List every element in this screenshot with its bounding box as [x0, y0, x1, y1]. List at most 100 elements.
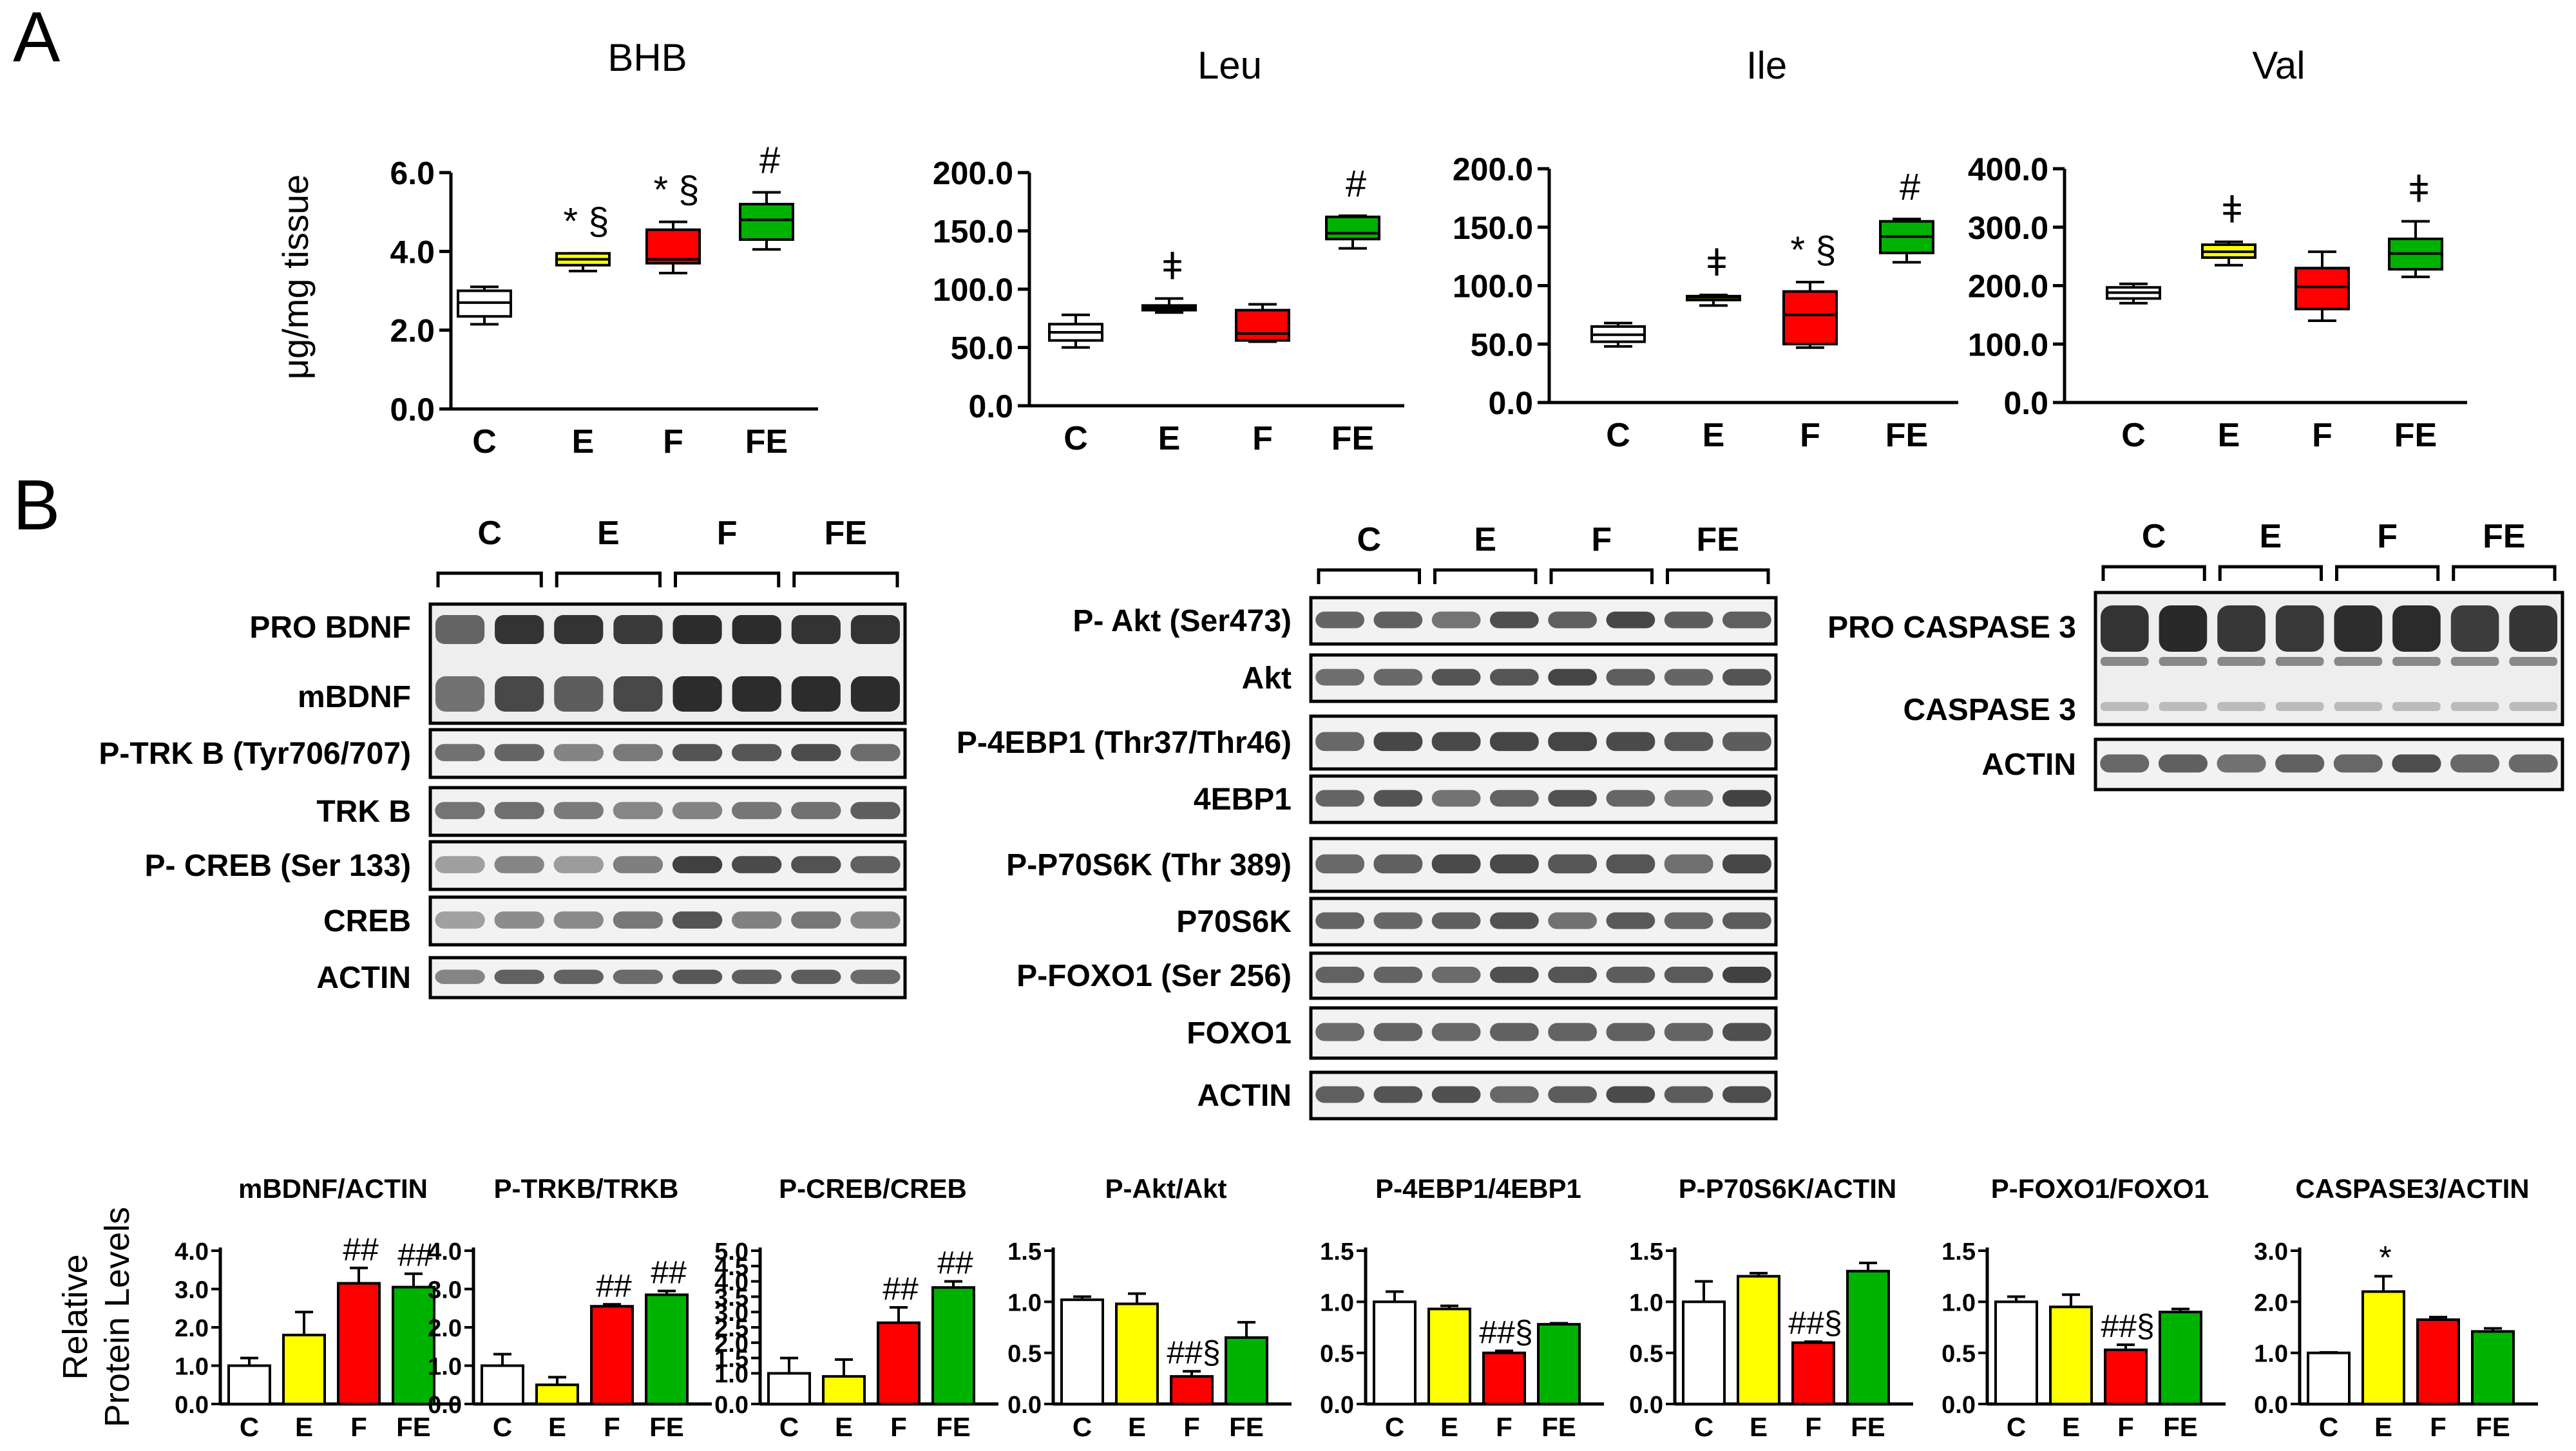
y-tick-label: 150.0	[933, 214, 1013, 250]
blot-band	[553, 802, 604, 819]
blot-band	[1489, 669, 1539, 686]
bar-ylabel-line2: Protein Levels	[98, 1207, 137, 1427]
y-tick-label: 3.0	[428, 1277, 462, 1304]
x-tick-label: FE	[396, 1412, 431, 1442]
blot-band	[791, 911, 841, 929]
x-tick-label: E	[1128, 1412, 1146, 1442]
blot-band	[850, 911, 901, 929]
bar-e	[1427, 1307, 1471, 1405]
blot-band	[2275, 754, 2325, 773]
chart-title: mBDNF/ACTIN	[238, 1173, 428, 1204]
x-tick-label: E	[548, 1412, 566, 1442]
blot-block-left: C E F FE PRO BDNF mBDNF P-TRK B (Tyr706/707) TR…	[99, 515, 907, 1000]
x-tick-label: F	[2117, 1412, 2134, 1442]
bar-e	[1115, 1302, 1159, 1406]
y-tick-label: 3.0	[2254, 1238, 2288, 1266]
group-label-c: C	[477, 515, 502, 552]
y-tick-label: 0.5	[1007, 1341, 1042, 1368]
bar-chart-1: mBDNF/ACTIN 0.0 1.0 2.0 3.0 4.0 C E F ## FE ##	[175, 1173, 459, 1442]
blot-band	[1606, 967, 1655, 983]
y-tick-label: 200.0	[1453, 151, 1533, 187]
blot-band	[1548, 854, 1598, 874]
blot-band	[554, 615, 604, 644]
blot-band	[2392, 657, 2441, 666]
blot-band	[1431, 732, 1481, 752]
bar-f	[1170, 1375, 1214, 1405]
blot-strip	[1309, 653, 1778, 703]
blot-band	[1548, 912, 1598, 929]
bar-c	[481, 1364, 524, 1405]
group-label-e: E	[597, 515, 620, 552]
blot-band	[1722, 854, 1771, 874]
blot-band	[1489, 967, 1539, 983]
x-tick-label: E	[572, 423, 595, 460]
bar-fe	[2471, 1330, 2515, 1406]
blot-band	[1722, 1023, 1771, 1041]
lane-bracket	[2335, 565, 2440, 581]
blot-band	[1606, 912, 1655, 929]
y-tick-label: 2.0	[2254, 1289, 2288, 1316]
blot-label: P-TRK B (Tyr706/707)	[99, 737, 411, 771]
blot-band	[2392, 702, 2441, 711]
y-tick-label: 5.0	[714, 1238, 749, 1266]
y-tick-label: 0.5	[1320, 1341, 1354, 1368]
blot-band	[731, 911, 782, 929]
blot-band	[1664, 611, 1713, 629]
x-tick-label: E	[2374, 1412, 2392, 1442]
y-tick-label: 0.0	[2254, 1392, 2288, 1419]
blot-band	[1431, 611, 1481, 629]
blot-band	[850, 969, 901, 984]
blot-label: ACTIN	[1197, 1079, 1292, 1113]
group-label-e: E	[2260, 518, 2282, 555]
y-tick-label: 3.5	[714, 1284, 749, 1311]
bar-f	[590, 1305, 634, 1406]
blot-band	[435, 856, 485, 873]
y-tick-label: 0.0	[2003, 385, 2048, 421]
blot-strip	[1309, 837, 1778, 893]
blot-label: P-FOXO1 (Ser 256)	[1016, 959, 1292, 993]
blot-band	[494, 744, 544, 761]
blot-band	[791, 615, 841, 644]
y-tick-label: 300.0	[1968, 210, 2048, 246]
box-fe	[1325, 215, 1380, 241]
y-tick-label: 0.5	[1629, 1341, 1663, 1368]
lane-bracket	[436, 571, 543, 587]
y-tick-label: 4.0	[390, 234, 435, 270]
blot-band	[1664, 967, 1713, 983]
y-tick-label: 1.0	[1942, 1289, 1976, 1316]
bar-chart-5: P-4EBP1/4EBP1 0.0 0.5 1.0 1.5 C E F ##§ FE	[1320, 1173, 1604, 1442]
significance-mark: ##	[883, 1271, 919, 1307]
x-tick-label: E	[1750, 1412, 1768, 1442]
blot-band	[1606, 1086, 1655, 1103]
box-chart-leu: Leu 0.0 50.0 100.0 150.0 200.0 C E ǂ F FE #	[933, 44, 1404, 457]
blot-label: ACTIN	[316, 961, 411, 995]
bar-f	[877, 1321, 921, 1406]
blot-band	[2450, 605, 2499, 652]
blot-band	[1548, 732, 1598, 752]
y-tick-label: 0.0	[1007, 1392, 1042, 1419]
y-tick-label: 0.0	[1488, 385, 1533, 421]
chart-title: P-P70S6K/ACTIN	[1679, 1173, 1896, 1204]
x-tick-label: FE	[745, 423, 788, 460]
chart-title: P-CREB/CREB	[779, 1173, 967, 1204]
bar-e	[535, 1383, 579, 1405]
y-tick-label: 1.0	[1007, 1289, 1042, 1316]
blot-band	[672, 744, 723, 761]
blot-band	[1722, 611, 1771, 629]
blot-strip	[1309, 714, 1778, 771]
y-tick-label: 2.0	[390, 313, 435, 349]
significance-mark: ##	[596, 1267, 632, 1304]
significance-mark: ǂ	[2408, 169, 2430, 211]
y-tick-label: 0.0	[175, 1392, 209, 1419]
x-tick-label: F	[1252, 420, 1273, 457]
blot-band	[494, 969, 544, 984]
significance-mark: ##	[343, 1231, 379, 1267]
y-tick-label: 0.0	[390, 392, 435, 428]
blot-band	[850, 802, 901, 819]
blot-label: P70S6K	[1176, 905, 1292, 939]
y-tick-label: 2.0	[175, 1315, 209, 1342]
blot-strip	[428, 728, 907, 779]
blot-band	[1664, 732, 1713, 752]
blot-band	[2217, 605, 2266, 652]
